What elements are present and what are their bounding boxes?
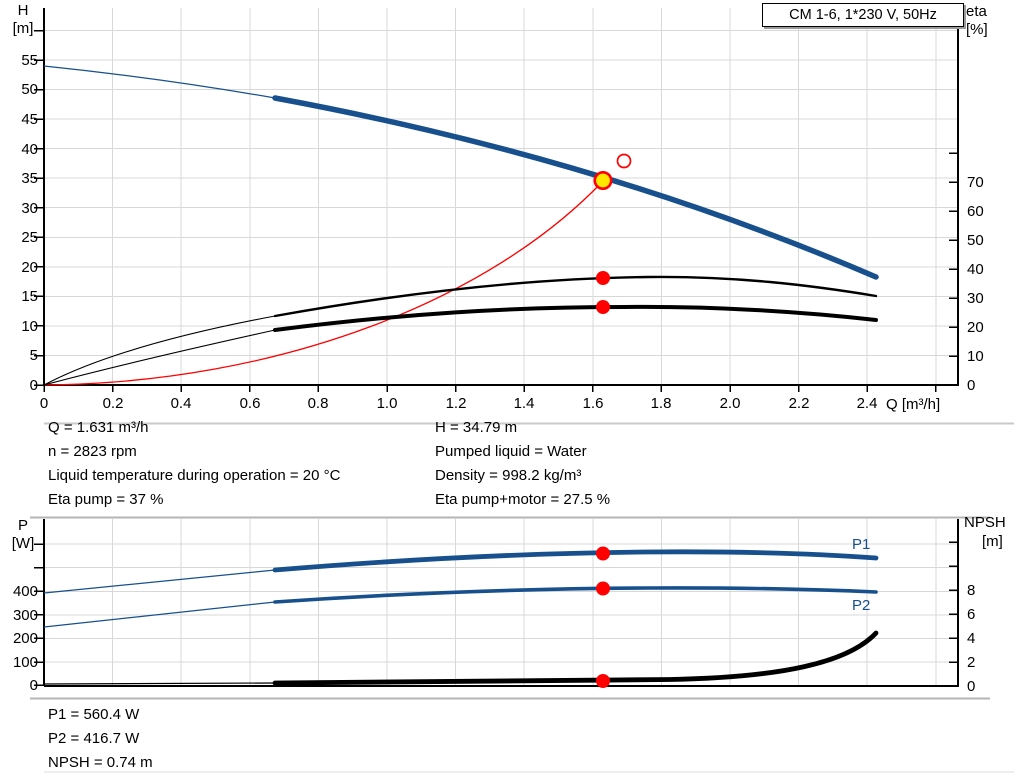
p2-series-label: P2: [852, 597, 871, 614]
p-axis-unit: [W]: [11, 535, 35, 552]
info-head: H = 34.79 m: [435, 419, 518, 436]
eta-tick-label: 50: [967, 232, 984, 249]
requested-duty-marker: [616, 153, 632, 169]
p1-curve: [272, 549, 879, 573]
q-tick-label: 2.0: [719, 395, 741, 412]
h-tick-label: 15: [21, 288, 38, 305]
npsh-tick-label: 4: [967, 630, 976, 647]
bottom-chart-axes: [43, 519, 959, 687]
q-axis-unit: Q [m³/h]: [886, 396, 941, 413]
h-tick-label: 40: [21, 141, 38, 158]
q-tick-label: 0.2: [102, 395, 124, 412]
system-curve: [43, 180, 604, 386]
info-speed: n = 2823 rpm: [48, 443, 137, 460]
info-p2: P2 = 416.7 W: [48, 730, 140, 747]
p1-series-label: P1: [852, 536, 871, 553]
p2-curve: [273, 586, 878, 604]
npsh-axis-unit: [m]: [982, 533, 1003, 550]
p-tick-label: 400: [12, 583, 38, 600]
eta-pump-marker: [596, 271, 610, 285]
h-tick-label: 30: [21, 200, 38, 217]
npsh-tick-label: 6: [967, 606, 976, 623]
npsh-tick-label: 2: [967, 654, 976, 671]
q-tick-label: 0: [39, 395, 49, 412]
eta-tick-label: 70: [967, 174, 984, 191]
q-tick-label: 0.8: [307, 395, 329, 412]
q-tick-label: 1.2: [445, 395, 467, 412]
h-tick-label: 50: [21, 81, 38, 98]
info-temperature: Liquid temperature during operation = 20…: [48, 467, 341, 484]
npsh-tick-label: 8: [967, 582, 976, 599]
h-tick-label: 5: [29, 347, 38, 364]
npsh-curve: [272, 630, 879, 686]
duty-point-marker: [593, 171, 613, 191]
eta-tick-label: 20: [967, 319, 984, 336]
p-tick-label: 200: [12, 630, 38, 647]
eta-tick-label: 30: [967, 290, 984, 307]
npsh-curve-thin: [43, 682, 276, 685]
npsh-tick-label: 0: [967, 678, 976, 695]
eta-pump-motor-curve-thin: [43, 329, 276, 386]
q-tick-label: 1.6: [582, 395, 604, 412]
head-curve-thin: [43, 65, 276, 99]
p-tick-label: 100: [12, 654, 38, 671]
info-density: Density = 998.2 kg/m³: [435, 467, 582, 484]
top-chart-gridlines: [44, 8, 958, 385]
head-curve: [272, 95, 879, 280]
eta-pump-motor-marker: [596, 300, 610, 314]
h-tick-label: 20: [21, 259, 38, 276]
h-axis-unit: [m]: [12, 20, 34, 37]
info-eta-pump: Eta pump = 37 %: [48, 491, 164, 508]
eta-pump-motor-curve: [273, 304, 878, 332]
p-tick-label: 300: [12, 607, 38, 624]
eta-pump-curve-thin: [43, 315, 276, 386]
p-tick-label: 0: [29, 677, 38, 694]
q-tick-label: 0.4: [170, 395, 192, 412]
eta-tick-label: 0: [967, 377, 976, 394]
q-tick-label: 0.6: [239, 395, 261, 412]
h-axis-label: H: [17, 2, 29, 19]
bottom-chart-markers: [596, 546, 610, 688]
top-chart-tick-marks: [34, 29, 959, 392]
q-tick-label: 1.8: [650, 395, 672, 412]
bottom-chart-curves: [43, 549, 879, 686]
top-chart-markers: [593, 153, 632, 314]
p-axis-label: P: [17, 517, 28, 534]
p2-marker: [596, 581, 610, 596]
chart-title-box: CM 1-6, 1*230 V, 50Hz: [762, 3, 964, 27]
p2-curve-thin: [43, 601, 276, 628]
h-tick-label: 25: [21, 229, 38, 246]
h-tick-label: 10: [21, 318, 38, 335]
eta-axis-unit: [%]: [966, 21, 988, 38]
info-p1: P1 = 560.4 W: [48, 706, 140, 723]
chart-title: CM 1-6, 1*230 V, 50Hz: [789, 7, 937, 23]
q-tick-label: 2.2: [788, 395, 810, 412]
eta-tick-label: 60: [967, 203, 984, 220]
info-liquid: Pumped liquid = Water: [435, 443, 587, 460]
q-tick-label: 2.4: [856, 395, 878, 412]
top-chart-axes: [43, 8, 959, 386]
section-separators: [30, 422, 1014, 773]
npsh-marker: [596, 674, 610, 688]
info-npsh: NPSH = 0.74 m: [48, 754, 153, 771]
top-chart-curves: [43, 65, 879, 386]
eta-tick-label: 40: [967, 261, 984, 278]
npsh-axis-label: NPSH: [964, 514, 1006, 531]
info-q: Q = 1.631 m³/h: [48, 419, 149, 436]
info-eta-total: Eta pump+motor = 27.5 %: [435, 491, 611, 508]
h-tick-label: 45: [21, 111, 38, 128]
h-tick-label: 0: [29, 377, 38, 394]
eta-pump-curve: [273, 275, 878, 318]
p1-curve-thin: [43, 569, 276, 594]
p1-marker: [596, 546, 610, 561]
eta-axis-label: eta: [966, 3, 987, 20]
bottom-chart-tick-marks: [34, 541, 959, 687]
h-tick-label: 35: [21, 170, 38, 187]
h-tick-label: 55: [21, 52, 38, 69]
q-tick-label: 1.0: [376, 395, 398, 412]
q-tick-label: 1.4: [513, 395, 535, 412]
eta-tick-label: 10: [967, 348, 984, 365]
